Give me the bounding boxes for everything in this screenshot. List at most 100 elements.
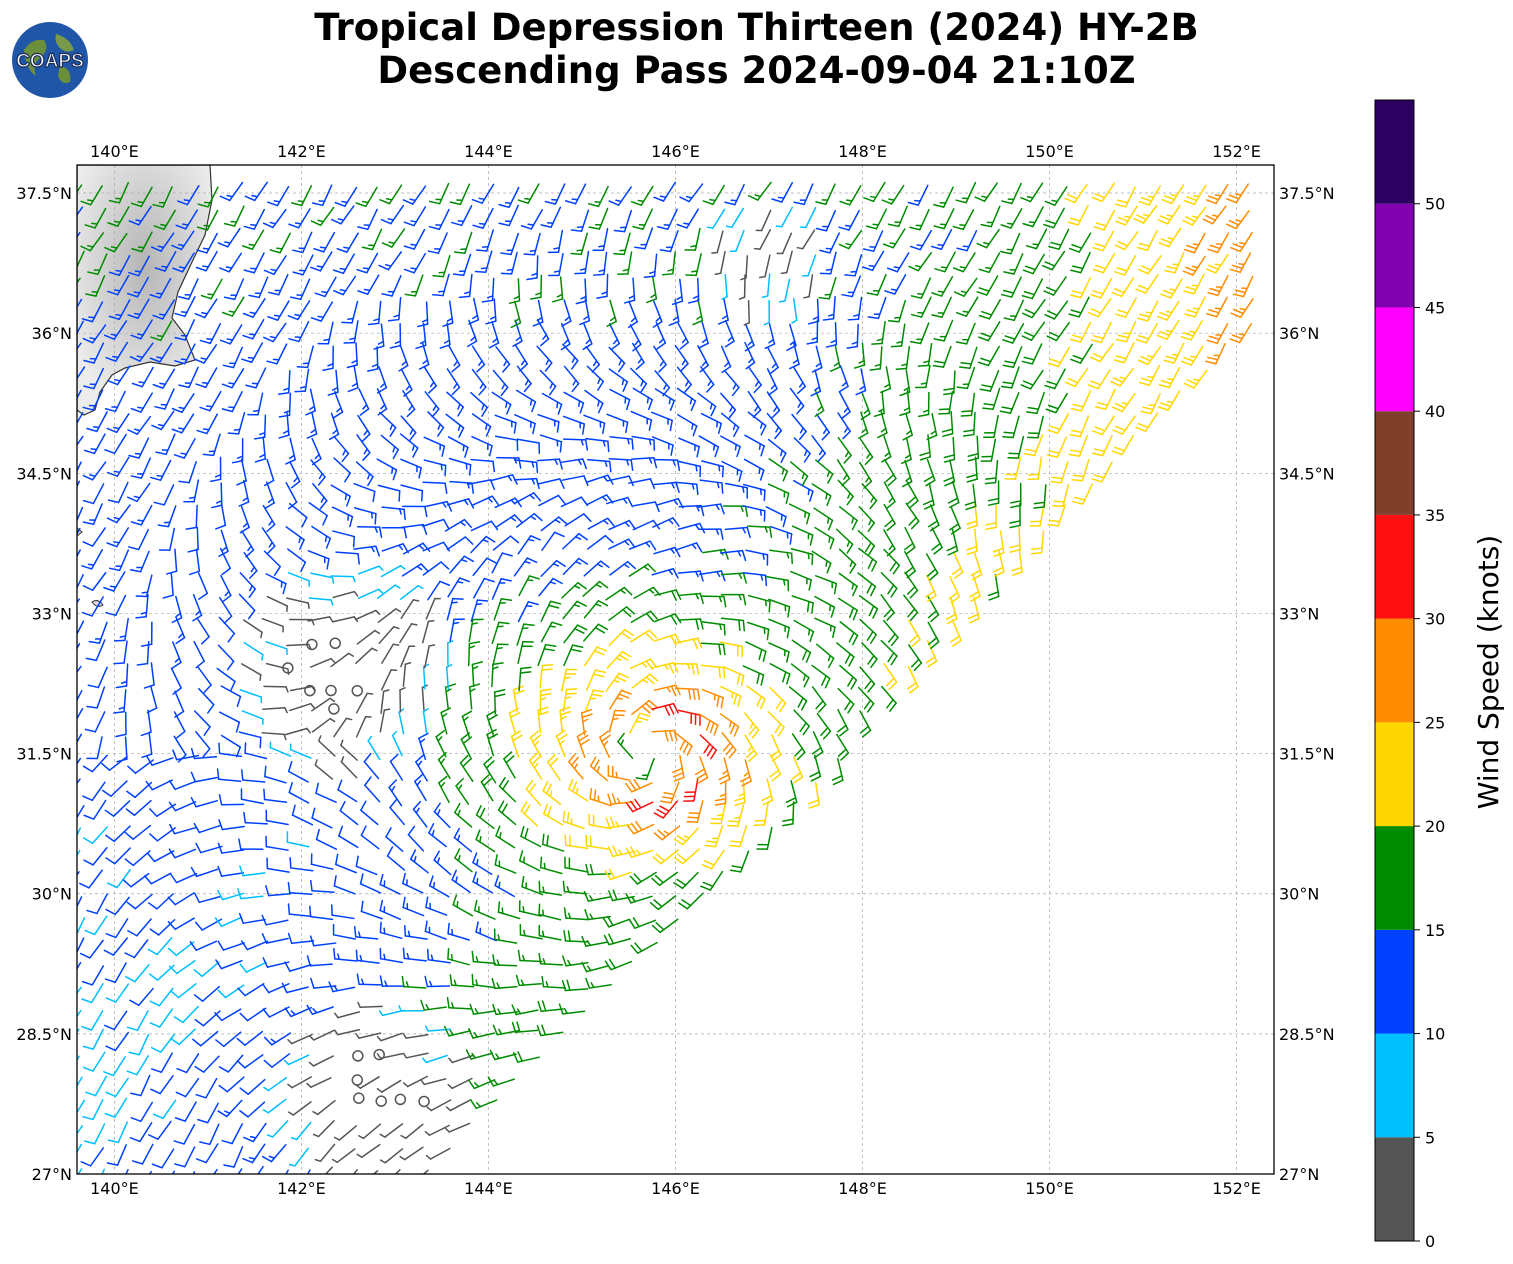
wind-barb — [927, 504, 940, 532]
wind-barb — [538, 577, 563, 597]
wind-barb — [513, 557, 538, 577]
wind-barb — [357, 565, 384, 575]
wind-barb — [77, 937, 85, 954]
wind-barb — [721, 732, 737, 759]
wind-barb — [758, 254, 771, 279]
wind-barb — [242, 1143, 266, 1164]
wind-barb — [654, 589, 682, 601]
wind-barb — [471, 413, 492, 437]
wind-barb — [113, 640, 128, 665]
wind-barb — [706, 208, 726, 229]
wind-barb — [470, 520, 499, 532]
wind-barb — [469, 1099, 498, 1110]
wind-barb — [1000, 366, 1020, 389]
wind-barb — [340, 739, 358, 761]
wind-barb — [82, 324, 107, 344]
wind-barb — [367, 735, 381, 761]
wind-barb — [287, 761, 309, 783]
wind-barb — [770, 525, 793, 545]
wind-barb — [214, 916, 243, 928]
wind-barb — [215, 1031, 242, 1048]
lon-label-top: 140°E — [90, 142, 139, 161]
wind-barb — [389, 322, 402, 349]
colorbar-frame — [1374, 99, 1415, 1242]
wind-barb — [400, 1123, 424, 1139]
wind-barb — [418, 1095, 430, 1108]
wind-barb — [227, 411, 246, 435]
wind-barb — [673, 848, 700, 865]
wind-barb — [604, 958, 633, 971]
wind-barb — [414, 773, 427, 802]
wind-barb — [311, 807, 333, 829]
wind-barb — [1043, 207, 1065, 229]
wind-barb — [309, 657, 336, 668]
wind-barb — [895, 345, 911, 371]
wind-barb — [420, 999, 447, 1011]
wind-barb — [584, 689, 605, 712]
wind-barb — [652, 849, 679, 865]
wind-barb — [1180, 320, 1203, 341]
wind-barb — [488, 321, 500, 349]
wind-barb — [438, 775, 450, 804]
wind-barb — [653, 825, 681, 841]
wind-barb — [1182, 206, 1207, 226]
wind-barb — [574, 250, 590, 275]
wind-barb — [241, 342, 264, 363]
wind-barb — [330, 575, 356, 583]
wind-barb — [167, 917, 195, 931]
wind-barb — [1029, 503, 1045, 527]
wind-barb — [494, 854, 517, 874]
wind-barb — [720, 345, 732, 374]
wind-barb — [1111, 434, 1134, 456]
wind-barb — [88, 621, 108, 644]
wind-barb — [791, 756, 804, 784]
wind-barb — [493, 928, 518, 944]
wind-barb — [173, 438, 196, 459]
wind-barb — [560, 322, 571, 351]
wind-barb — [359, 873, 382, 894]
wind-barb — [149, 1008, 174, 1028]
wind-barb — [266, 185, 290, 207]
logo-text: COAPS — [16, 51, 84, 72]
wind-barb — [308, 1055, 334, 1067]
wind-barb — [605, 672, 630, 692]
wind-barb — [82, 1028, 104, 1050]
wind-barb — [287, 932, 315, 945]
wind-barb — [643, 253, 658, 279]
wind-barb — [84, 915, 108, 936]
wind-barb — [446, 368, 461, 396]
wind-barb — [886, 252, 910, 273]
wind-barb — [373, 323, 385, 350]
wind-barb — [984, 459, 999, 485]
wind-barb — [86, 411, 108, 433]
wind-barb — [999, 392, 1020, 414]
wind-barb — [310, 301, 333, 322]
wind-barb — [625, 779, 653, 793]
wind-barb — [492, 954, 518, 967]
wind-barb — [105, 825, 131, 843]
wind-barb — [1069, 321, 1092, 343]
wind-barb — [755, 209, 772, 232]
wind-barb — [844, 253, 863, 277]
wind-barb — [106, 456, 130, 477]
wind-barb — [653, 684, 681, 697]
wind-barb — [564, 513, 592, 527]
wind-barb — [444, 683, 457, 710]
wind-barb — [867, 296, 887, 320]
wind-barb — [402, 185, 427, 205]
wind-barb — [213, 1168, 218, 1174]
wind-barb — [85, 639, 106, 662]
wind-barb — [178, 366, 199, 389]
coaps-logo: COAPS — [12, 22, 88, 98]
wind-barb — [583, 890, 611, 902]
wind-barb — [446, 996, 472, 1010]
lat-label-left: 27°N — [32, 1165, 72, 1184]
wind-barb — [1020, 182, 1044, 203]
wind-barb — [424, 500, 453, 512]
wind-barb — [289, 461, 301, 489]
wind-barb — [193, 961, 220, 977]
wind-barb — [563, 391, 585, 414]
wind-barb — [518, 575, 540, 597]
wind-barb — [108, 549, 130, 572]
wind-barb — [377, 608, 402, 623]
